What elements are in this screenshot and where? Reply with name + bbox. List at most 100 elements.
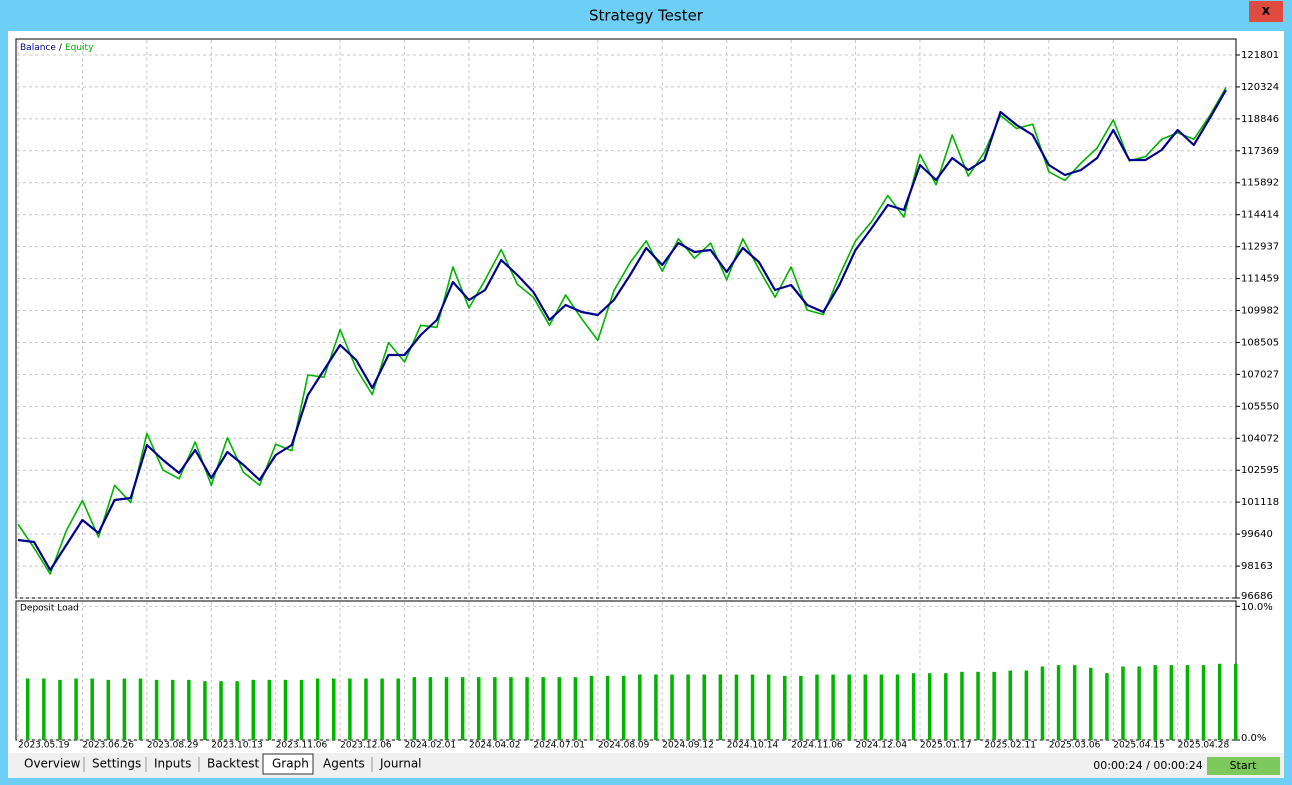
bar: [251, 679, 255, 740]
legend-entry: Balance: [20, 43, 56, 53]
bar: [1137, 666, 1141, 740]
bar: [686, 674, 690, 740]
tab[interactable]: Agents: [323, 757, 365, 771]
bar: [460, 677, 465, 740]
start-button[interactable]: [1207, 757, 1280, 775]
y-tick-label: 118846: [1241, 114, 1279, 125]
bar: [26, 678, 30, 740]
bar: [1040, 666, 1045, 740]
bar: [58, 679, 62, 740]
y-tick-label: 112937: [1241, 242, 1279, 253]
bar: [750, 674, 755, 740]
x-tick-label: 2025.04.28: [1178, 741, 1230, 751]
bar: [879, 674, 884, 740]
bar: [863, 674, 868, 740]
bar: [621, 675, 626, 740]
start-label[interactable]: Start: [1230, 759, 1258, 772]
bar: [106, 679, 111, 740]
bar: [911, 673, 916, 740]
bar: [718, 674, 723, 740]
x-tick-label: 2024.09.12: [662, 741, 714, 751]
bar: [541, 677, 545, 740]
bar: [1217, 663, 1222, 740]
tab[interactable]: Graph: [272, 757, 309, 771]
bar: [734, 674, 739, 740]
bar: [766, 674, 771, 740]
panel-title: Deposit Load: [20, 604, 79, 614]
bar: [1072, 665, 1077, 740]
bar: [1153, 665, 1157, 740]
bar: [219, 681, 223, 740]
y-tick-label: 120324: [1241, 82, 1279, 93]
tab[interactable]: Settings: [92, 757, 141, 771]
bar: [557, 677, 562, 740]
y-tick-label: 104072: [1241, 433, 1279, 444]
main-chart-frame: [15, 38, 1237, 599]
bar: [1105, 673, 1109, 740]
tab-active-box[interactable]: [262, 753, 314, 775]
x-tick-label: 2024.12.04: [856, 741, 908, 751]
bar: [428, 677, 433, 740]
y-tick-label: 114414: [1241, 210, 1279, 221]
bar: [187, 679, 191, 740]
bar: [444, 677, 449, 740]
x-tick-label: 2024.04.02: [469, 741, 521, 751]
bar: [412, 677, 417, 740]
bar: [122, 678, 127, 740]
bar: [267, 679, 272, 740]
bar: [605, 675, 610, 740]
bar: [1089, 667, 1093, 740]
bar: [1121, 666, 1125, 740]
bar: [1024, 670, 1029, 740]
bar: [573, 677, 578, 740]
bar: [895, 674, 900, 740]
legend-entry: Equity: [65, 43, 94, 53]
x-tick-label: 2024.10.14: [727, 741, 779, 751]
y-tick-label: 109982: [1241, 306, 1279, 317]
tab[interactable]: Inputs: [154, 757, 191, 771]
y-tick-label: 107027: [1241, 369, 1279, 380]
bar: [42, 678, 46, 740]
x-tick-label: 2023.06.26: [82, 741, 134, 751]
y-tick-label: 101118: [1241, 497, 1279, 508]
bar: [235, 681, 239, 740]
tab[interactable]: Overview: [24, 757, 81, 771]
bar: [509, 677, 513, 740]
close-button[interactable]: [1249, 1, 1283, 22]
x-tick-label: 2025.01.17: [920, 741, 972, 751]
tab[interactable]: Backtest: [207, 757, 259, 771]
y-tick-label: 98163: [1241, 561, 1273, 572]
bar: [1185, 665, 1190, 740]
bar: [1056, 665, 1061, 740]
tab[interactable]: Journal: [379, 757, 422, 771]
legend: Balance / Equity: [20, 43, 94, 53]
close-icon[interactable]: x: [1262, 4, 1271, 19]
bar: [493, 677, 497, 740]
x-tick-label: 2023.05.19: [18, 741, 70, 751]
bar: [831, 674, 835, 740]
bar: [670, 674, 674, 740]
bar: [364, 678, 368, 740]
x-tick-label: 2023.11.06: [276, 741, 328, 751]
x-tick-label: 2025.03.06: [1049, 741, 1101, 751]
bar: [525, 677, 529, 740]
y-tick-label: 108505: [1241, 337, 1279, 348]
y-tick-label: 111459: [1241, 274, 1279, 285]
tabs: Overview Settings Inputs Backtest Graph Agent…: [24, 753, 422, 775]
bar: [380, 678, 384, 740]
deposit-chart-frame: [15, 600, 1237, 741]
elapsed-time: 00:00:24 / 00:00:24: [1093, 759, 1203, 772]
bar: [654, 674, 658, 740]
bar: [299, 679, 304, 740]
x-tick-label: 2024.02.01: [405, 741, 457, 751]
bar: [976, 671, 980, 740]
bar: [315, 678, 320, 740]
y-tick-label: 99640: [1241, 529, 1273, 540]
y-tick-label: 105550: [1241, 401, 1279, 412]
bar: [74, 678, 78, 740]
bar: [992, 671, 996, 740]
window-title: Strategy Tester: [589, 7, 704, 25]
x-tick-label: 2024.07.01: [533, 741, 585, 751]
x-tick-label: 2023.10.13: [211, 741, 263, 751]
